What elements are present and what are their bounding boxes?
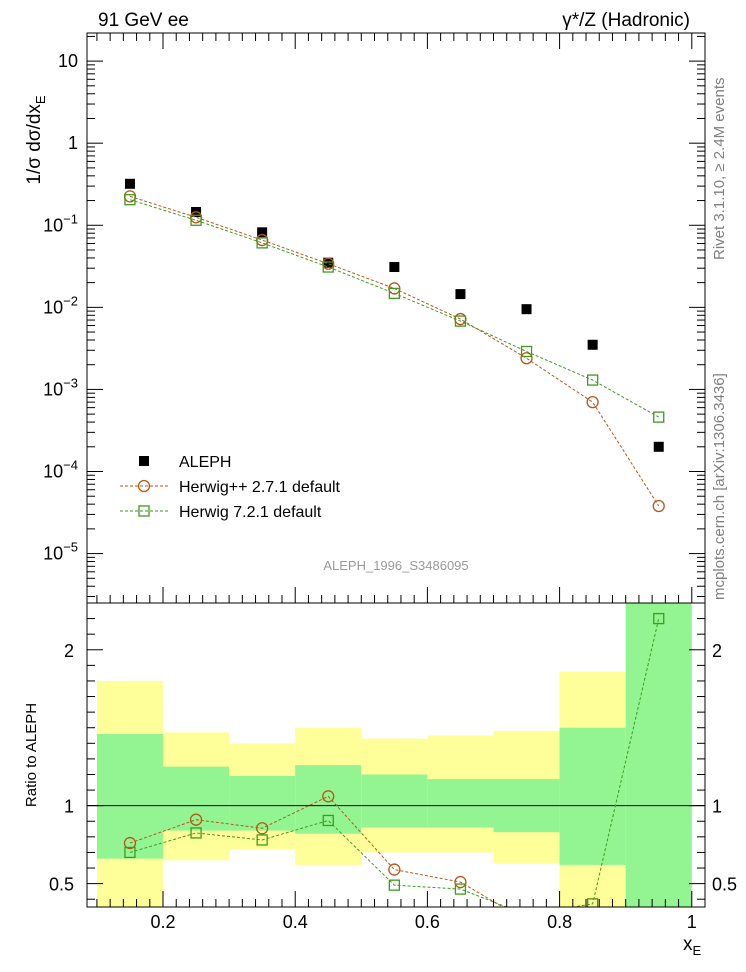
ratio-y-tick-label-left: 1 <box>64 797 74 817</box>
ratio-point-0-8 <box>653 926 664 937</box>
y-tick-label: 10−1 <box>43 211 78 235</box>
ratio-line-0 <box>129 795 504 907</box>
stat-band-7 <box>559 727 626 865</box>
y-tick-label: 10−4 <box>43 458 78 482</box>
y-tick-label: 10−5 <box>43 540 78 564</box>
stat-band-0 <box>96 733 164 859</box>
main-series-layer <box>123 178 665 513</box>
ratio-point-0-1 <box>189 813 203 826</box>
x-tick-label: 0.8 <box>547 912 572 932</box>
y-tick-label: 1 <box>68 133 78 153</box>
data-point-2-2 <box>256 237 268 249</box>
ratio-line-1 <box>129 618 660 907</box>
ratio-y-axis-label: Ratio to ALEPH <box>23 703 40 807</box>
ratio-series-layer <box>123 612 665 937</box>
x-tick-label: 0.4 <box>283 912 308 932</box>
y-tick-label: 10−3 <box>43 375 78 399</box>
mcplots-source-text: mcplots.cern.ch [arXiv:1306.3436] <box>711 373 728 600</box>
stat-band-4 <box>361 774 428 828</box>
ratio-point-1-0 <box>124 846 136 859</box>
ratio-tick-labels: 0.5 0.5 1 1 2 2 0.2 0.4 0.6 0.8 1 <box>49 641 737 932</box>
data-point-2-4 <box>388 287 400 300</box>
ratio-point-1-2 <box>256 834 268 846</box>
legend-marker-0 <box>139 456 149 466</box>
ratio-point-0-4 <box>388 863 401 876</box>
data-point-0-6 <box>521 304 532 315</box>
ratio-point-1-1 <box>190 827 202 839</box>
ratio-point-0-7 <box>587 925 598 936</box>
data-point-2-5 <box>454 315 467 327</box>
ratio-uncertainty-bands <box>87 603 705 907</box>
ratio-point-0-6 <box>521 916 532 927</box>
ratio-y-tick-label-left: 0.5 <box>49 875 74 895</box>
ratio-point-0-5 <box>454 875 467 889</box>
legend-label-2: Herwig 7.2.1 default <box>179 504 322 521</box>
header-left: 91 GeV ee <box>98 10 189 31</box>
stat-band-8 <box>625 603 692 907</box>
x-tick-label: 0.2 <box>150 912 175 932</box>
ratio-point-1-8 <box>653 612 665 625</box>
data-point-2-3 <box>322 261 334 273</box>
ratio-point-0-2 <box>256 822 269 835</box>
rivet-version-text: Rivet 3.1.10, ≥ 2.4M events <box>711 78 728 261</box>
ratio-point-1-3 <box>322 814 334 827</box>
ratio-axis-ticks <box>87 618 705 907</box>
x-tick-label: 1 <box>687 912 697 932</box>
data-point-0-4 <box>389 262 400 273</box>
header-right: γ*/Z (Hadronic) <box>562 10 690 31</box>
data-point-1-8 <box>652 499 665 513</box>
data-point-2-1 <box>190 214 202 226</box>
data-point-1-6 <box>520 352 533 365</box>
ratio-point-1-6 <box>522 910 532 920</box>
analysis-id-watermark: ALEPH_1996_S3486095 <box>323 558 468 573</box>
data-point-2-0 <box>124 194 136 206</box>
main-y-axis-label: 1/σ dσ/dxE <box>24 95 48 185</box>
ratio-point-0-0 <box>123 836 137 850</box>
legend-marker-2 <box>138 505 150 517</box>
data-point-2-6 <box>520 345 533 358</box>
legend-label-0: ALEPH <box>179 454 231 471</box>
stat-band-3 <box>295 765 362 834</box>
ratio-y-tick-label-right: 1 <box>712 797 722 817</box>
data-point-0-7 <box>587 339 598 350</box>
stat-band-2 <box>229 776 296 831</box>
main-y-tick-labels: 10 1 10−1 10−2 10−3 10−4 10−5 <box>43 51 78 563</box>
main-axis-ticks <box>87 33 705 603</box>
stat-band-1 <box>163 766 230 831</box>
y-tick-label: 10−2 <box>43 293 78 317</box>
data-point-1-7 <box>586 395 599 409</box>
data-point-2-7 <box>586 374 599 386</box>
data-point-0-2 <box>257 227 268 238</box>
ratio-point-1-4 <box>388 879 400 891</box>
ratio-point-1-5 <box>454 883 467 895</box>
y-tick-label: 10 <box>58 51 78 71</box>
legend: ALEPH Herwig++ 2.7.1 default Herwig 7.2.1 … <box>120 454 341 521</box>
legend-marker-1 <box>137 479 151 493</box>
ratio-point-1-7 <box>586 898 599 907</box>
ratio-frame <box>86 602 706 908</box>
ratio-y-tick-label-right: 0.5 <box>712 875 737 895</box>
data-point-0-3 <box>323 257 334 268</box>
legend-label-1: Herwig++ 2.7.1 default <box>179 479 341 496</box>
x-axis-label: xE <box>683 934 702 958</box>
x-tick-label: 0.6 <box>415 912 440 932</box>
stat-band-5 <box>427 779 494 828</box>
ratio-y-tick-label-left: 2 <box>64 641 74 661</box>
data-point-0-0 <box>124 178 135 189</box>
ratio-y-tick-label-right: 2 <box>712 641 722 661</box>
series-line-2 <box>129 199 659 418</box>
ratio-point-0-3 <box>322 790 335 803</box>
data-point-0-5 <box>455 289 466 300</box>
data-point-2-8 <box>653 411 665 423</box>
data-point-0-8 <box>653 441 664 452</box>
